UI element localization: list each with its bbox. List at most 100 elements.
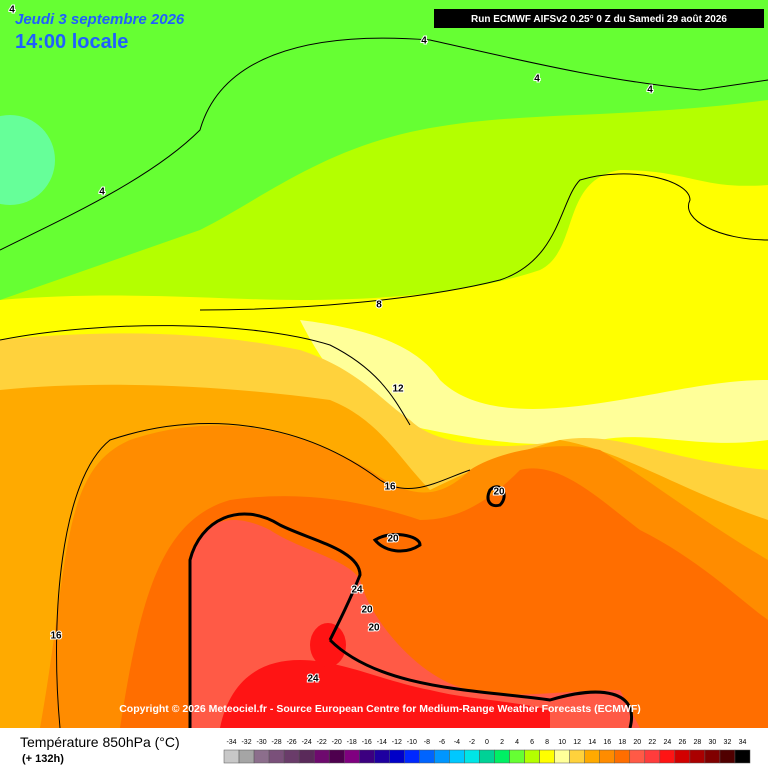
scale-label: -16	[362, 739, 372, 746]
contour-label: 20	[368, 623, 380, 634]
scale-swatch	[419, 749, 435, 764]
scale-swatch	[328, 749, 345, 764]
scale-label: 24	[663, 739, 671, 746]
contour-label: 4	[99, 187, 105, 198]
scale-swatch	[479, 749, 495, 764]
scale-label: 6	[530, 739, 534, 746]
contour-label: 20	[387, 534, 399, 545]
contours	[0, 37, 768, 729]
scale-swatch	[389, 749, 405, 764]
scale-label: -20	[332, 739, 342, 746]
scale-swatch	[449, 749, 465, 764]
scale-label: 26	[678, 739, 686, 746]
scale-label: 32	[724, 739, 732, 746]
scale-label: 28	[694, 739, 702, 746]
contour-labels: 4 4 4 4 4 8 12 16 20 20 24 20 20 16 24	[8, 4, 654, 686]
scale-swatch	[614, 749, 631, 764]
contour-4	[0, 37, 768, 251]
scale-swatch	[464, 749, 480, 764]
color-scale: -34 -32 -30 -28 -26 -24 -22 -20 -18 -16 -14 -12 -10-…	[223, 739, 751, 764]
band-24	[220, 660, 550, 728]
scale-label: 16	[603, 739, 611, 746]
scale-swatch	[404, 749, 420, 764]
scale-label: 4	[515, 739, 519, 746]
scale-label: -26	[287, 739, 297, 746]
contour-20	[328, 638, 633, 729]
contour-label: 24	[351, 585, 363, 596]
contour-label: 20	[361, 605, 373, 616]
scale-label: 8	[545, 739, 549, 746]
contour-label: 8	[376, 300, 382, 311]
scale-swatch	[434, 749, 450, 764]
contour-label: 20	[493, 487, 505, 498]
contour-20	[486, 485, 506, 508]
scale-swatch	[298, 749, 315, 764]
run-box	[434, 9, 764, 28]
scale-swatch	[554, 749, 570, 764]
scale-swatch	[313, 749, 330, 764]
scale-label: -8	[424, 739, 430, 746]
scale-swatch	[253, 749, 270, 764]
scale-label: -12	[392, 739, 402, 746]
contour-8	[199, 173, 768, 311]
map-date: Jeudi 3 septembre 2026	[15, 11, 185, 28]
scale-label: 20	[633, 739, 641, 746]
scale-label: -4	[454, 739, 460, 746]
scale-swatch	[494, 749, 510, 764]
scale-swatch	[644, 749, 661, 764]
scale-swatch	[569, 749, 585, 764]
scale-label: -10	[407, 739, 417, 746]
scale-label: -22	[317, 739, 327, 746]
contour-label: 4	[647, 85, 653, 96]
scale-label: 22	[648, 739, 656, 746]
scale-swatch	[734, 749, 751, 764]
contour-label: 16	[384, 482, 396, 493]
scale-label: 30	[709, 739, 717, 746]
scale-swatch	[374, 749, 390, 764]
contour-label: 4	[421, 36, 427, 47]
scale-label: -28	[272, 739, 282, 746]
scale-swatch	[509, 749, 525, 764]
scale-label: -24	[302, 739, 312, 746]
scale-swatch	[719, 749, 736, 764]
contour-20	[372, 533, 422, 553]
scale-swatch	[674, 749, 691, 764]
contour-label: 12	[392, 384, 404, 395]
scale-swatch	[539, 749, 555, 764]
contour-12	[0, 325, 411, 426]
legend-lead: (+ 132h)	[22, 753, 64, 765]
scale-label: -2	[469, 739, 475, 746]
scale-swatch	[238, 749, 255, 764]
scale-swatch	[659, 749, 676, 764]
scale-label: 14	[588, 739, 596, 746]
scale-swatch	[599, 749, 615, 764]
band-10-12	[300, 320, 768, 445]
scale-label: 34	[739, 739, 747, 746]
scale-label: -30	[257, 739, 267, 746]
band-24	[310, 623, 346, 667]
scale-swatch	[584, 749, 600, 764]
scale-swatch	[268, 749, 285, 764]
scale-swatch	[283, 749, 300, 764]
scale-label: 18	[618, 739, 626, 746]
scale-swatch	[223, 749, 240, 764]
scale-label: -18	[347, 739, 357, 746]
scale-swatch	[359, 749, 375, 764]
scale-label: 0	[485, 739, 489, 746]
contour-20	[188, 512, 362, 728]
map-time: 14:00 locale	[15, 31, 128, 53]
run-info: Run ECMWF AIFSv2 0.25° 0 Z du Samedi 29 …	[471, 14, 727, 25]
scale-label: 2	[500, 739, 504, 746]
scale-label: -34	[226, 739, 236, 746]
contour-label: 4	[9, 5, 15, 16]
copyright: Copyright © 2026 Meteociel.fr - Source E…	[119, 703, 641, 715]
band-2-4	[0, 115, 55, 205]
scale-label: 10	[558, 739, 566, 746]
legend-title: Température 850hPa (°C)	[20, 734, 180, 750]
contour-label: 24	[307, 674, 319, 685]
scale-swatch	[524, 749, 540, 764]
scale-swatch	[343, 749, 360, 764]
scale-label: 12	[573, 739, 581, 746]
contour-label: 4	[534, 74, 540, 85]
